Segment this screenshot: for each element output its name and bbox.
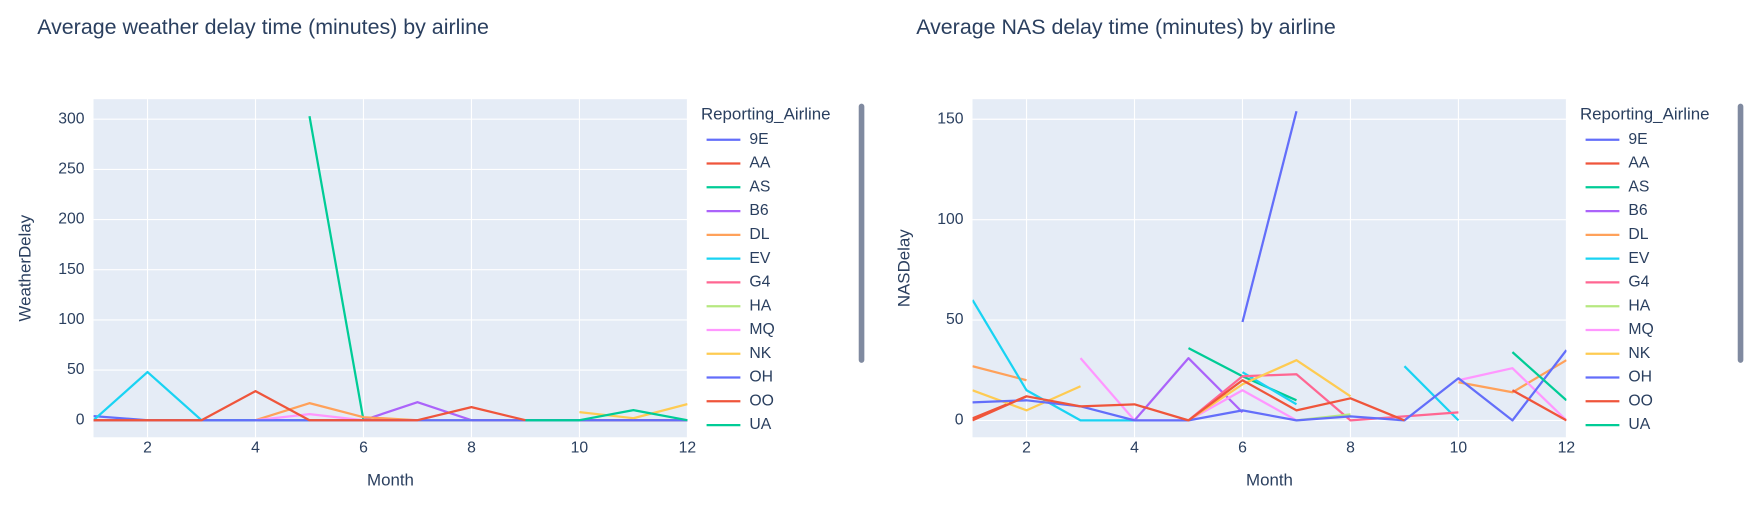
chart-title: Average NAS delay time (minutes) by airl… [916, 15, 1336, 39]
series-line [1187, 373, 1459, 422]
series-line [972, 359, 1567, 394]
x-tick-label: 10 [571, 440, 589, 457]
legend-label[interactable]: 9E [1628, 131, 1647, 148]
chart-title: Average weather delay time (minutes) by … [37, 15, 489, 39]
x-tick-label: 10 [1450, 440, 1468, 457]
y-tick-label: 250 [58, 161, 85, 178]
series-line [972, 379, 1567, 422]
legend-label[interactable]: DL [749, 226, 769, 243]
x-tick-label: 8 [467, 440, 476, 457]
y-tick-label: 150 [58, 261, 85, 278]
x-tick-label: 4 [1130, 440, 1139, 457]
x-tick-label: 2 [143, 440, 152, 457]
legend-label[interactable]: OH [749, 369, 773, 386]
legend-label[interactable]: G4 [1628, 274, 1649, 291]
legend-label[interactable]: HA [1628, 297, 1650, 314]
legend-label[interactable]: MQ [1628, 321, 1653, 338]
series-line [363, 401, 472, 422]
legend-label[interactable]: UA [1628, 416, 1650, 433]
legend-label[interactable]: HA [749, 297, 771, 314]
y-tick-label: 0 [76, 411, 85, 428]
legend-label[interactable]: AS [749, 178, 770, 195]
legend-label[interactable]: OO [749, 392, 774, 409]
legend-label[interactable]: UA [749, 416, 771, 433]
x-tick-label: 6 [359, 440, 368, 457]
series-line [579, 403, 688, 420]
y-tick-label: 50 [946, 311, 964, 328]
y-tick-label: 300 [58, 110, 85, 127]
x-tick-label: 12 [679, 440, 697, 457]
y-tick-label: 200 [58, 211, 85, 228]
legend-label[interactable]: NK [749, 345, 771, 362]
legend-label[interactable]: EV [749, 250, 771, 267]
x-tick-label: 6 [1238, 440, 1247, 457]
plot-area [93, 99, 688, 438]
legend-label[interactable]: G4 [749, 274, 770, 291]
y-tick-label: 100 [58, 311, 85, 328]
x-tick-label: 8 [1346, 440, 1355, 457]
y-tick-label: 150 [937, 110, 964, 127]
y-tick-label: 100 [937, 211, 964, 228]
series-line [1511, 351, 1567, 402]
plot-area [972, 99, 1567, 438]
y-tick-label: 50 [67, 361, 85, 378]
x-axis-title: Month [1246, 471, 1293, 490]
legend-scrollbar[interactable] [858, 103, 865, 363]
series-line [972, 299, 1460, 422]
legend-label[interactable]: OO [1628, 392, 1653, 409]
legend-label[interactable]: NK [1628, 345, 1650, 362]
x-tick-label: 4 [251, 440, 260, 457]
y-axis-title: NASDelay [894, 229, 913, 307]
legend-label[interactable]: AA [749, 155, 771, 172]
legend-label[interactable]: MQ [749, 321, 774, 338]
y-tick-label: 0 [955, 412, 964, 429]
legend-label[interactable]: 9E [749, 131, 768, 148]
legend-label[interactable]: B6 [749, 202, 769, 219]
series-line [93, 389, 526, 422]
legend-title: Reporting_Airline [701, 104, 831, 123]
x-axis-title: Month [367, 471, 414, 490]
series-line [1241, 110, 1298, 323]
legend-scrollbar[interactable] [1737, 103, 1744, 363]
y-axis-title: WeatherDelay [15, 214, 34, 321]
x-tick-label: 12 [1558, 440, 1576, 457]
legend-label[interactable]: EV [1628, 250, 1650, 267]
series-line [972, 359, 1352, 422]
x-tick-label: 2 [1022, 440, 1031, 457]
legend-label[interactable]: OH [1628, 369, 1652, 386]
series-line [525, 409, 688, 422]
legend-label[interactable]: B6 [1628, 202, 1648, 219]
legend-label[interactable]: DL [1628, 226, 1648, 243]
legend-label[interactable]: AA [1628, 155, 1650, 172]
legend-label[interactable]: AS [1628, 178, 1649, 195]
legend-title: Reporting_Airline [1580, 104, 1710, 123]
